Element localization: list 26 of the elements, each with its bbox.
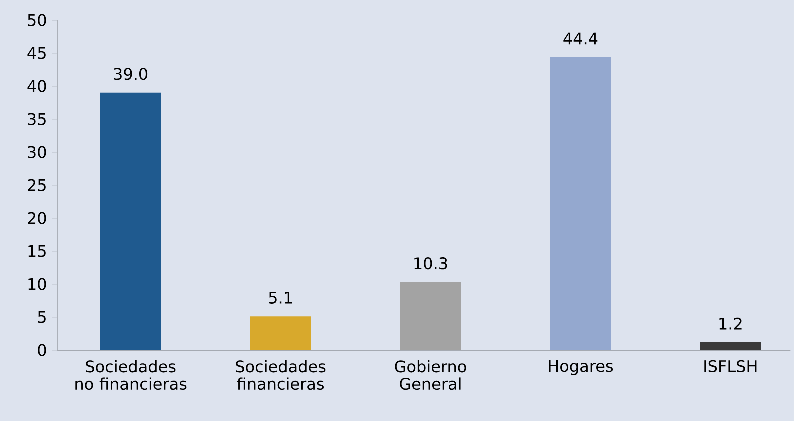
x-tick-label: Hogares [549, 360, 614, 376]
bar [700, 342, 762, 350]
y-tick-label: 5 [38, 311, 46, 324]
y-tick-label: 25 [28, 179, 46, 192]
bar [400, 282, 462, 350]
x-tick-label: Sociedades no financieras [76, 360, 187, 390]
x-tick-label: ISFLSH [704, 360, 757, 372]
y-tick-label: 30 [28, 146, 46, 158]
bar [250, 316, 312, 350]
y-tick-label: 40 [28, 80, 46, 92]
bar [100, 92, 162, 350]
data-label: 5.1 [269, 292, 292, 304]
y-tick-label: 35 [28, 113, 46, 126]
data-label: 44.4 [564, 32, 598, 45]
y-tick-label: 20 [28, 212, 46, 224]
bar [550, 57, 612, 350]
y-tick-label: 0 [38, 344, 46, 356]
y-tick-label: 10 [28, 278, 46, 290]
y-tick-label: 15 [28, 245, 46, 258]
data-label: 10.3 [414, 258, 448, 270]
data-label: 1.2 [720, 318, 742, 330]
data-label: 39.0 [114, 68, 148, 80]
y-tick-label: 50 [28, 14, 46, 26]
y-tick-label: 45 [28, 47, 46, 60]
x-tick-label: Sociedades financieras [236, 360, 326, 390]
x-tick-label: Gobierno General [395, 360, 466, 390]
